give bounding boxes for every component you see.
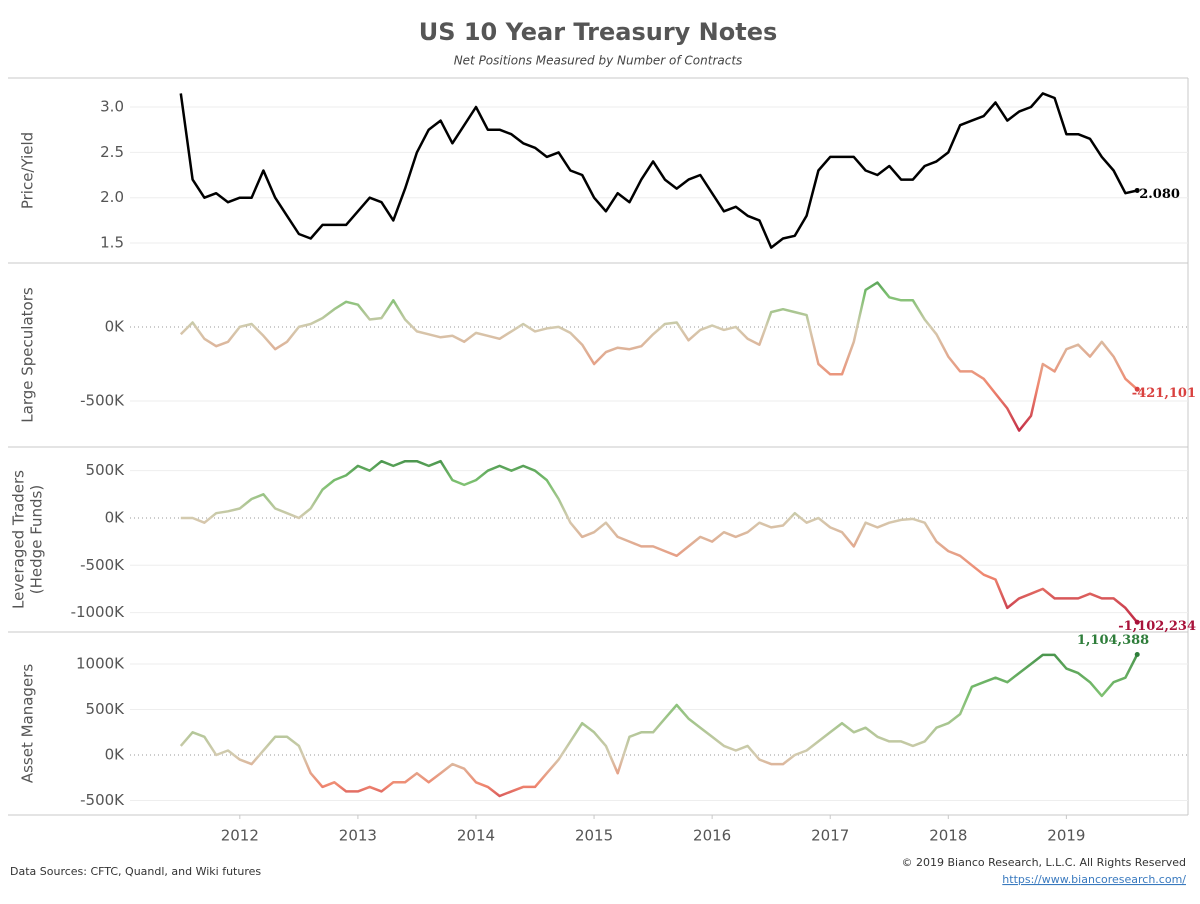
y-tick-label: 0K	[105, 508, 126, 526]
end-point	[1134, 619, 1140, 625]
y-tick-label: 500K	[86, 700, 126, 718]
x-tick-label: 2014	[457, 827, 495, 845]
end-point	[1134, 652, 1140, 658]
y-tick-label: 0K	[105, 317, 126, 335]
x-tick-label: 2015	[575, 827, 613, 845]
series-line	[180, 459, 1139, 624]
x-tick-label: 2012	[221, 827, 259, 845]
y-tick-label: 3.0	[100, 98, 124, 116]
value-label: 2.080	[1139, 187, 1180, 202]
value-label: -421,101	[1132, 386, 1196, 401]
x-tick-label: 2016	[693, 827, 731, 845]
value-label: 1,104,388	[1077, 633, 1149, 648]
y-tick-label: 1000K	[76, 655, 125, 673]
source-note: Data Sources: CFTC, Quandl, and Wiki fut…	[10, 865, 261, 878]
y-axis-label: Leveraged Traders	[10, 470, 28, 609]
series-line	[179, 653, 1139, 798]
y-axis-label: Large Speculators	[19, 287, 37, 423]
chart-subtitle: Net Positions Measured by Number of Cont…	[454, 54, 743, 68]
y-axis-label: (Hedge Funds)	[28, 485, 46, 594]
x-tick-label: 2019	[1047, 827, 1085, 845]
y-tick-label: -500K	[80, 391, 125, 409]
y-tick-label: 500K	[86, 461, 126, 479]
value-label: -1,102,234	[1118, 619, 1196, 634]
x-tick-label: 2013	[339, 827, 377, 845]
end-point	[1134, 187, 1140, 193]
y-tick-label: -500K	[80, 556, 125, 574]
y-tick-label: -500K	[80, 791, 125, 809]
copyright: © 2019 Bianco Research, L.L.C. All Right…	[902, 856, 1186, 869]
y-tick-label: 1.5	[100, 234, 124, 252]
end-point	[1134, 386, 1140, 392]
series-line	[179, 281, 1139, 432]
x-tick-label: 2017	[811, 827, 849, 845]
y-tick-label: 2.5	[100, 143, 124, 161]
y-axis-label: Asset Managers	[19, 664, 37, 784]
series-line	[179, 92, 1138, 249]
y-axis-label: Price/Yield	[19, 132, 37, 209]
chart-title: US 10 Year Treasury Notes	[419, 18, 778, 46]
x-tick-label: 2018	[929, 827, 967, 845]
website-link[interactable]: https://www.biancoresearch.com/	[1002, 873, 1186, 886]
y-tick-label: 0K	[105, 746, 126, 764]
y-tick-label: -1000K	[71, 603, 126, 621]
y-tick-label: 2.0	[100, 188, 124, 206]
